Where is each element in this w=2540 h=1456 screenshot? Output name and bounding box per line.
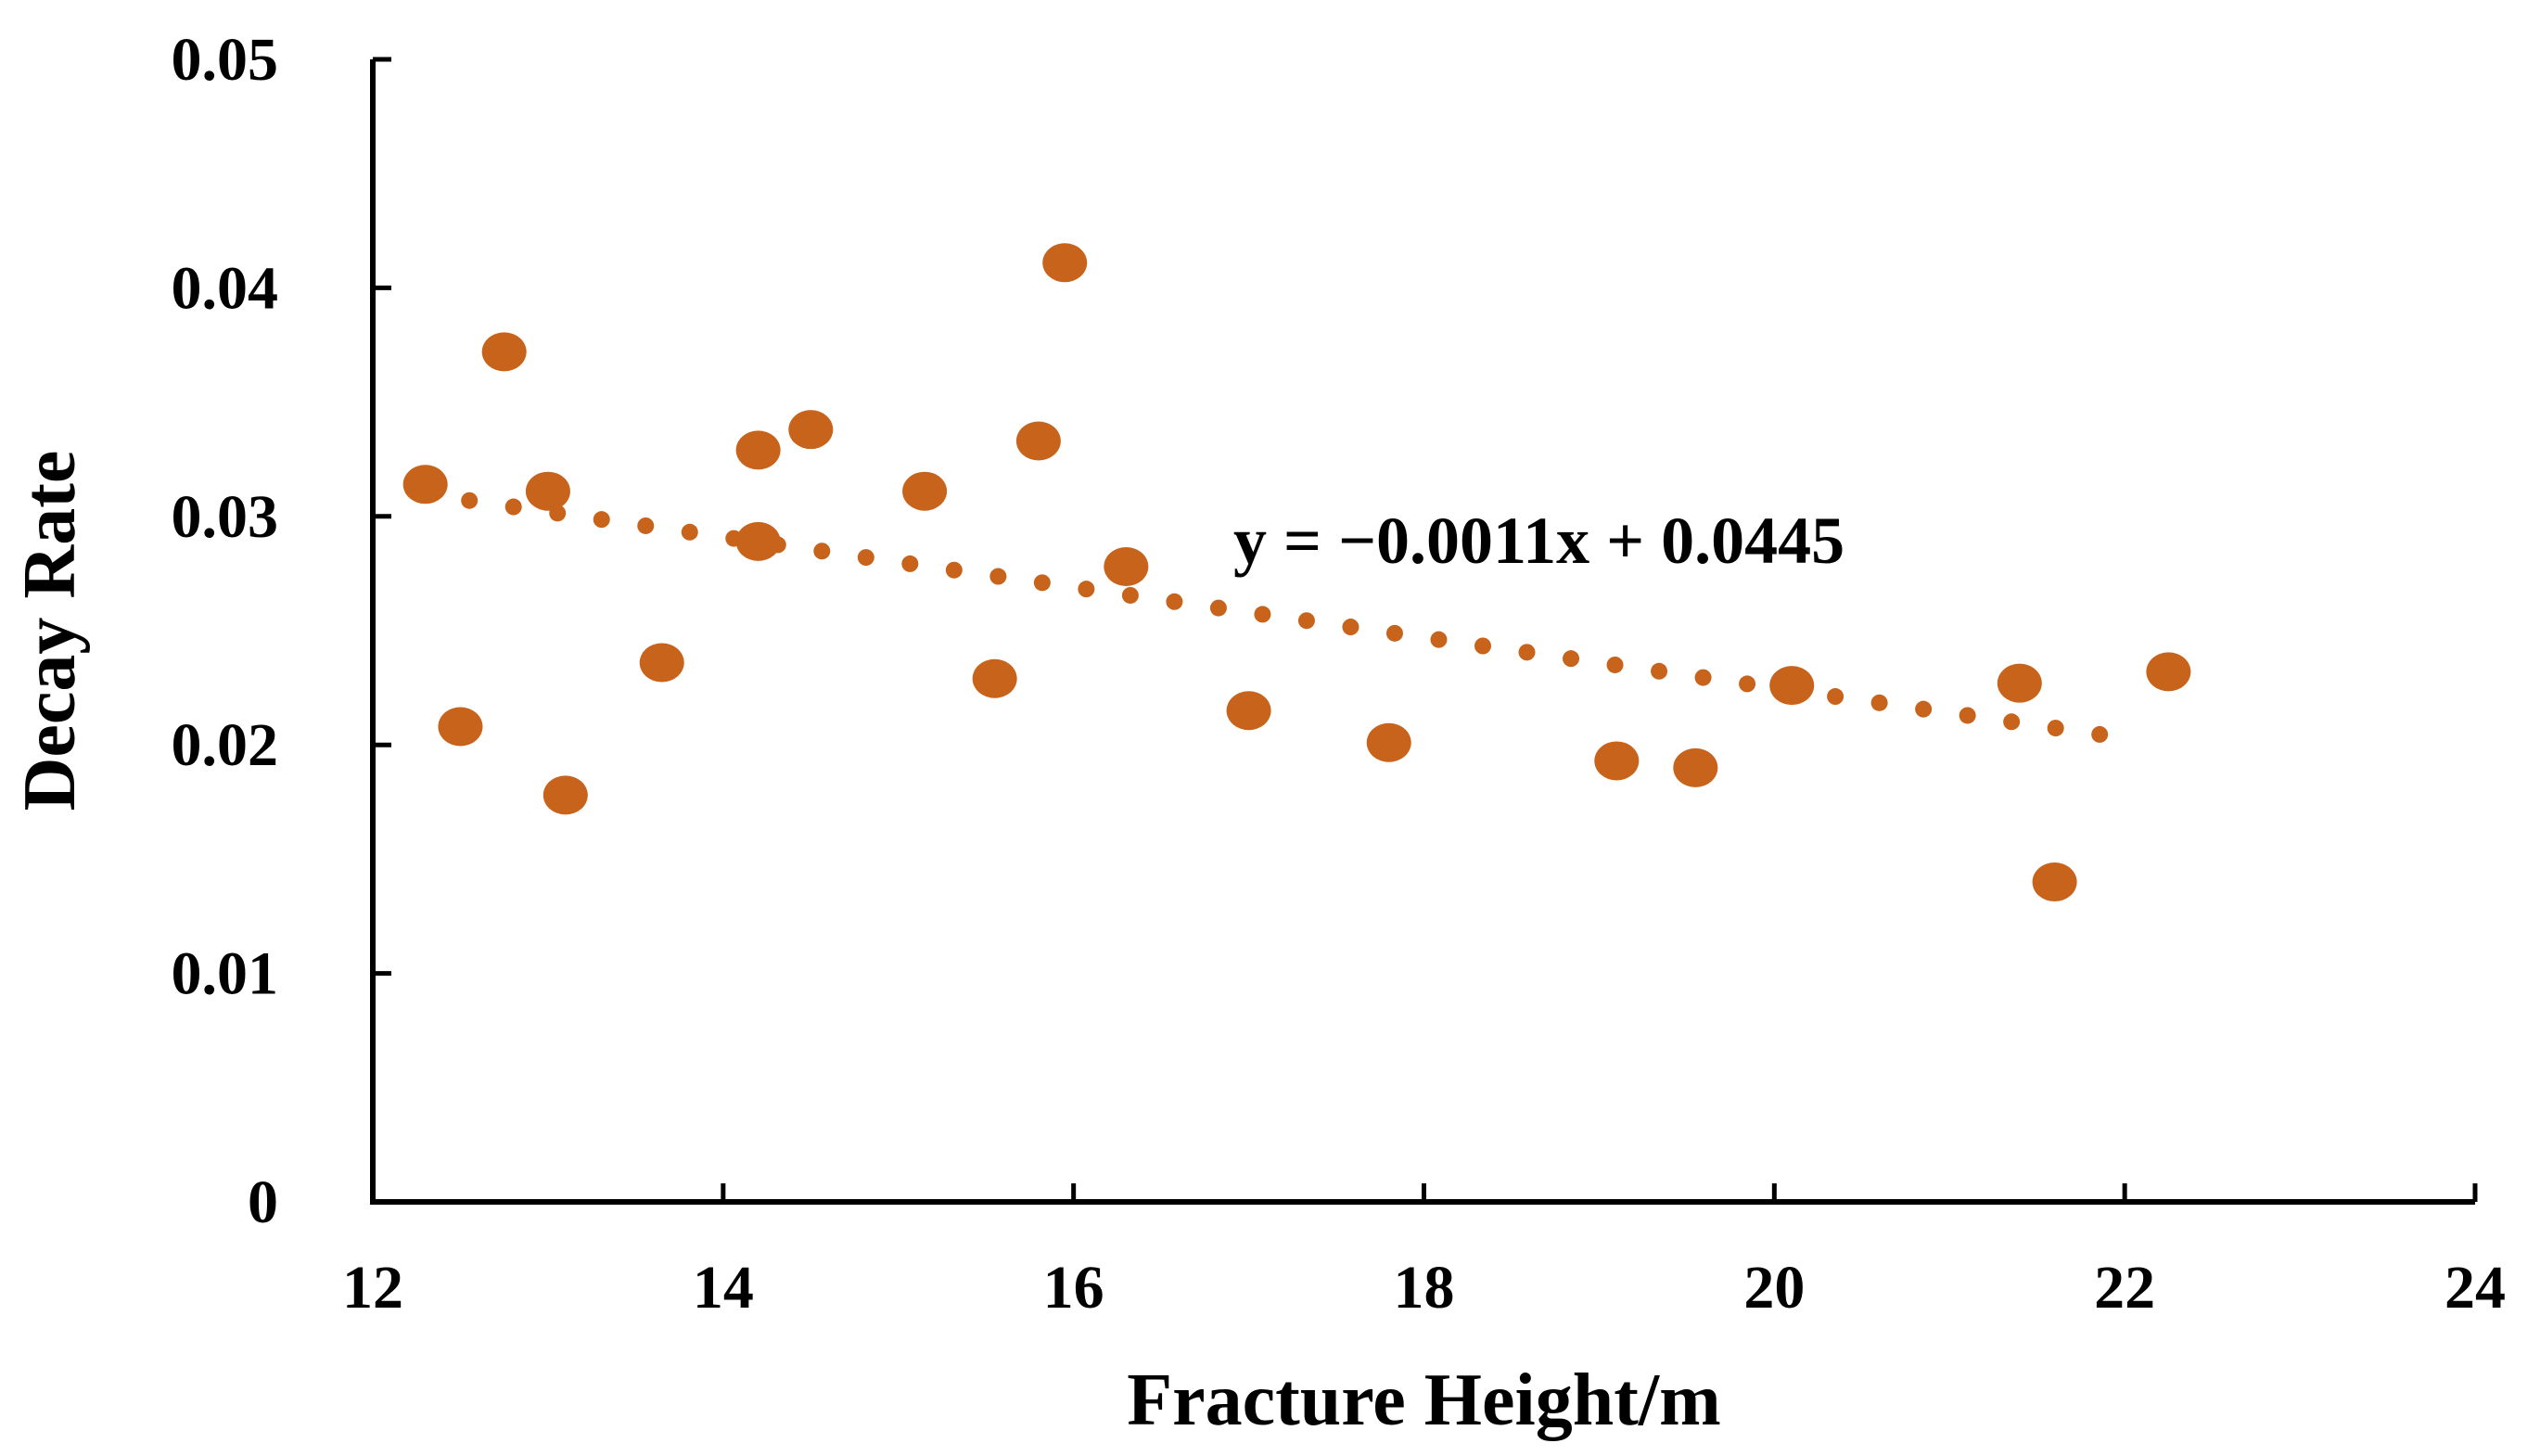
data-point: [639, 643, 684, 683]
data-point: [2146, 652, 2191, 692]
x-tick-label: 14: [693, 1254, 754, 1322]
x-tick-label: 12: [342, 1254, 403, 1322]
data-point: [525, 471, 570, 511]
y-tick-label: 0.01: [172, 940, 279, 1008]
data-point: [735, 430, 781, 470]
data-point: [402, 465, 448, 504]
data-point: [1594, 741, 1640, 781]
x-tick-label: 16: [1043, 1254, 1104, 1322]
y-tick-label: 0.02: [172, 711, 279, 779]
data-point: [1366, 722, 1411, 762]
data-point: [542, 775, 588, 815]
x-tick-label: 18: [1394, 1254, 1455, 1322]
data-point: [1226, 691, 1271, 731]
labels: Fracture Height/m Decay Rate y = −0.0011…: [9, 451, 1844, 1441]
data-point: [1673, 747, 1718, 787]
data-point: [902, 471, 948, 511]
x-axis-title: Fracture Height/m: [1127, 1360, 1721, 1441]
x-tick-label: 22: [2094, 1254, 2155, 1322]
x-tick-label: 20: [1743, 1254, 1805, 1322]
data-point: [481, 332, 527, 372]
trendline-equation: y = −0.0011x + 0.0445: [1233, 504, 1844, 578]
data-point: [1042, 243, 1088, 283]
axes: 0 0.01 0.02 0.03 0.04 0.05 12 14 16 18 20 22 24: [172, 26, 2507, 1322]
y-axis-title: Decay Rate: [9, 451, 91, 811]
data-point: [438, 707, 483, 747]
y-tick-label: 0: [248, 1169, 278, 1236]
data-point: [735, 521, 781, 561]
data-point: [972, 658, 1017, 698]
data-point: [1104, 547, 1149, 587]
data-point: [1015, 421, 1061, 461]
y-tick-label: 0.05: [172, 26, 279, 94]
y-tick-label: 0.04: [172, 254, 279, 322]
y-tick-label: 0.03: [172, 483, 279, 551]
data-point: [2032, 862, 2077, 902]
data-point: [1997, 663, 2042, 703]
data-points: [402, 243, 2191, 902]
data-point: [1769, 666, 1815, 706]
data-point: [788, 410, 834, 450]
x-tick-label: 24: [2444, 1254, 2506, 1322]
